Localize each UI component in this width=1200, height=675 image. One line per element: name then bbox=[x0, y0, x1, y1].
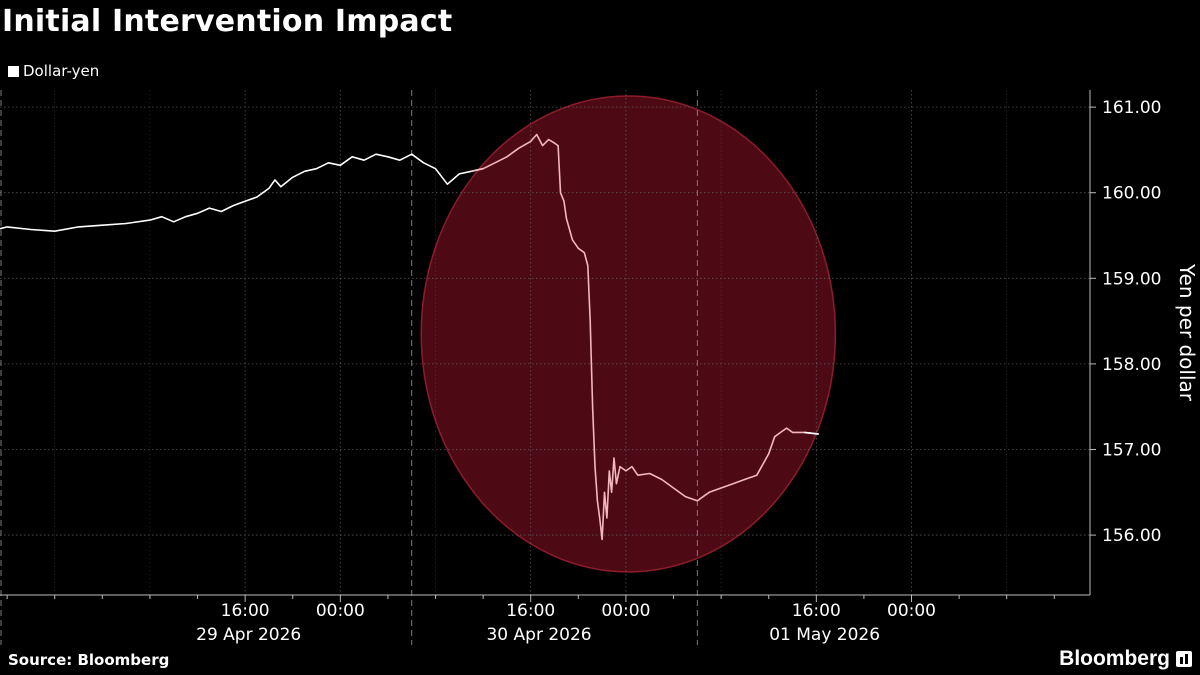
highlight-circle bbox=[420, 95, 837, 573]
x-date-label: 01 May 2026 bbox=[769, 625, 880, 645]
y-tick-label: 159.00 bbox=[1102, 269, 1161, 289]
legend-label: Dollar-yen bbox=[23, 62, 100, 80]
y-tick-label: 157.00 bbox=[1102, 440, 1161, 460]
x-tick-label: 16:00 bbox=[221, 601, 270, 621]
x-tick-label: 00:00 bbox=[316, 601, 365, 621]
source-note: Source: Bloomberg bbox=[8, 651, 170, 669]
x-date-label: 30 Apr 2026 bbox=[486, 625, 591, 645]
chart-title: Initial Intervention Impact bbox=[2, 4, 453, 39]
x-tick-label: 16:00 bbox=[506, 601, 555, 621]
chart-legend: Dollar-yen bbox=[8, 62, 99, 80]
brand-name: Bloomberg bbox=[1059, 647, 1170, 670]
y-tick-label: 158.00 bbox=[1102, 355, 1161, 375]
x-tick-label: 00:00 bbox=[887, 601, 936, 621]
y-tick-label: 156.00 bbox=[1102, 526, 1161, 546]
bar-chart-icon bbox=[1176, 651, 1192, 667]
y-tick-label: 161.00 bbox=[1102, 98, 1161, 118]
brand-logo: Bloomberg bbox=[1059, 647, 1192, 671]
x-tick-label: 00:00 bbox=[601, 601, 650, 621]
x-tick-label: 16:00 bbox=[792, 601, 841, 621]
y-tick-label: 160.00 bbox=[1102, 184, 1161, 204]
x-date-label: 29 Apr 2026 bbox=[196, 625, 301, 645]
y-axis-title: Yen per dollar bbox=[1175, 263, 1199, 402]
legend-swatch bbox=[8, 65, 19, 77]
series-line-dollar-yen bbox=[471, 133, 819, 541]
series-line-dollar-yen bbox=[804, 431, 819, 435]
series-line-dollar-yen bbox=[0, 153, 484, 232]
